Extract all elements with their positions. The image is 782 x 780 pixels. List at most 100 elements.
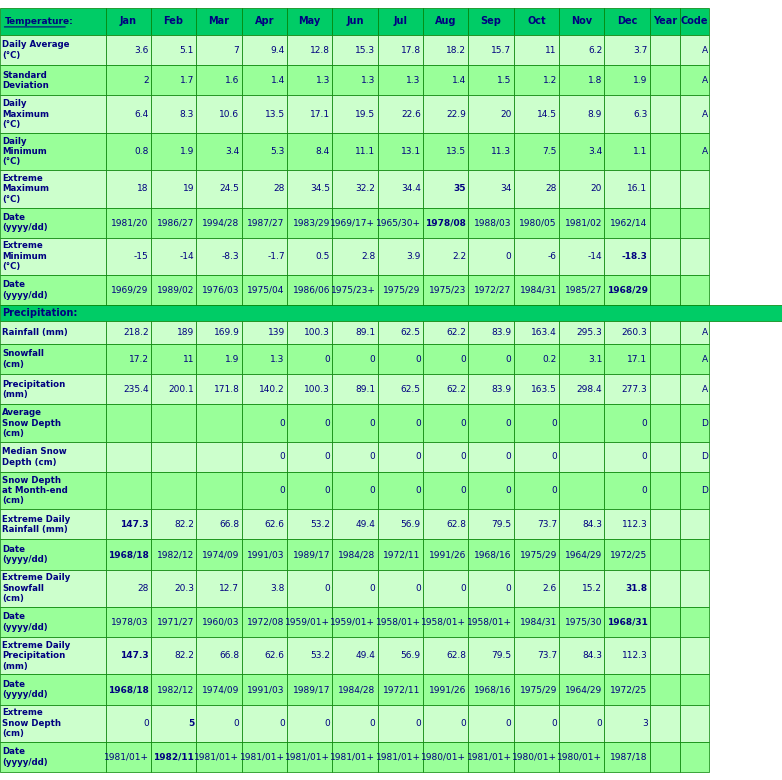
Bar <box>0 540 106 569</box>
Text: 1968/29: 1968/29 <box>607 285 647 295</box>
Text: 79.5: 79.5 <box>491 651 511 661</box>
Bar <box>287 170 332 207</box>
Bar <box>423 637 468 675</box>
Bar <box>559 238 604 275</box>
Bar <box>680 404 709 441</box>
Text: 7: 7 <box>234 46 239 55</box>
Bar <box>0 8 106 35</box>
Bar <box>287 704 332 742</box>
Text: 15.3: 15.3 <box>355 46 375 55</box>
Text: 18: 18 <box>137 184 149 193</box>
Bar <box>332 95 378 133</box>
Text: 1986/06: 1986/06 <box>292 285 330 295</box>
Bar <box>378 8 423 35</box>
Bar <box>423 321 468 344</box>
Text: 0: 0 <box>325 486 330 495</box>
Bar <box>559 35 604 66</box>
Text: 1.9: 1.9 <box>633 76 647 85</box>
Bar <box>242 66 287 95</box>
Bar <box>468 374 514 404</box>
Bar <box>468 35 514 66</box>
Text: 260.3: 260.3 <box>622 328 647 337</box>
Text: 1958/01+: 1958/01+ <box>421 618 466 626</box>
Bar <box>468 207 514 238</box>
Bar <box>680 607 709 637</box>
Text: 1989/17: 1989/17 <box>292 550 330 559</box>
Bar <box>604 275 650 305</box>
Bar <box>332 170 378 207</box>
Text: -18.3: -18.3 <box>622 252 647 261</box>
Bar <box>151 742 196 772</box>
Bar <box>287 344 332 374</box>
Text: Feb: Feb <box>163 16 184 27</box>
Text: 15.7: 15.7 <box>491 46 511 55</box>
Text: 0: 0 <box>370 486 375 495</box>
Bar <box>332 207 378 238</box>
Bar <box>378 607 423 637</box>
Text: 1969/17+: 1969/17+ <box>331 218 375 227</box>
Bar <box>151 238 196 275</box>
Text: 66.8: 66.8 <box>219 519 239 529</box>
Text: A: A <box>701 46 708 55</box>
Text: 1994/28: 1994/28 <box>202 218 239 227</box>
Text: 17.8: 17.8 <box>400 46 421 55</box>
Bar <box>332 374 378 404</box>
Text: 1972/27: 1972/27 <box>474 285 511 295</box>
Bar <box>196 35 242 66</box>
Text: 1.4: 1.4 <box>271 76 285 85</box>
Bar <box>287 607 332 637</box>
Bar <box>604 344 650 374</box>
Bar <box>332 637 378 675</box>
Bar <box>242 509 287 540</box>
Text: 1968/31: 1968/31 <box>607 618 647 626</box>
Bar <box>196 441 242 472</box>
Bar <box>559 704 604 742</box>
Text: 1987/27: 1987/27 <box>247 218 285 227</box>
Bar <box>423 207 468 238</box>
Bar <box>559 321 604 344</box>
Bar <box>332 404 378 441</box>
Bar <box>196 637 242 675</box>
Text: 79.5: 79.5 <box>491 519 511 529</box>
Bar <box>680 207 709 238</box>
Text: 62.5: 62.5 <box>401 385 421 394</box>
Text: 34.5: 34.5 <box>310 184 330 193</box>
Bar <box>378 374 423 404</box>
Text: 12.8: 12.8 <box>310 46 330 55</box>
Text: 13.1: 13.1 <box>400 147 421 156</box>
Bar <box>604 404 650 441</box>
Text: 17.1: 17.1 <box>310 110 330 119</box>
Text: 0: 0 <box>415 355 421 363</box>
Bar <box>650 374 680 404</box>
Text: Standard
Deviation: Standard Deviation <box>2 71 49 90</box>
Text: 1988/03: 1988/03 <box>474 218 511 227</box>
Bar <box>242 441 287 472</box>
Bar <box>423 344 468 374</box>
Text: 1968/16: 1968/16 <box>474 685 511 694</box>
Bar <box>287 637 332 675</box>
Text: 56.9: 56.9 <box>400 519 421 529</box>
Text: 2.8: 2.8 <box>361 252 375 261</box>
Text: 1.4: 1.4 <box>452 76 466 85</box>
Text: 1.7: 1.7 <box>180 76 194 85</box>
Bar <box>604 472 650 509</box>
Text: 53.2: 53.2 <box>310 651 330 661</box>
Bar <box>423 441 468 472</box>
Bar <box>514 509 559 540</box>
Bar <box>680 704 709 742</box>
Text: 8.9: 8.9 <box>588 110 602 119</box>
Bar <box>559 66 604 95</box>
Text: 0: 0 <box>461 452 466 461</box>
Text: 140.2: 140.2 <box>259 385 285 394</box>
Text: A: A <box>701 147 708 156</box>
Text: 62.8: 62.8 <box>447 519 466 529</box>
Text: 0: 0 <box>325 719 330 728</box>
Bar <box>106 509 151 540</box>
Text: 15.2: 15.2 <box>583 583 602 593</box>
Text: 163.4: 163.4 <box>531 328 557 337</box>
Text: Aug: Aug <box>435 16 457 27</box>
Text: 49.4: 49.4 <box>356 651 375 661</box>
Text: 62.5: 62.5 <box>401 328 421 337</box>
Text: Temperature:: Temperature: <box>5 17 74 26</box>
Bar <box>378 472 423 509</box>
